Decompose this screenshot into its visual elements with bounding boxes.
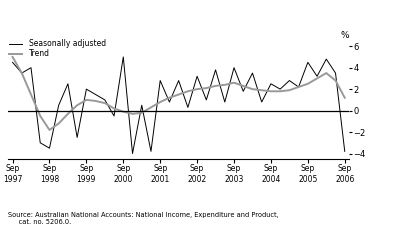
Trend: [204, 87, 209, 89]
Seasonally adjusted: [259, 101, 264, 103]
Seasonally adjusted: [75, 136, 79, 139]
Trend: [139, 111, 144, 114]
Seasonally adjusted: [158, 79, 163, 82]
Seasonally adjusted: [130, 152, 135, 155]
Trend: [342, 96, 347, 99]
Seasonally adjusted: [148, 150, 153, 153]
Seasonally adjusted: [296, 86, 301, 88]
Seasonally adjusted: [333, 72, 338, 74]
Trend: [241, 85, 246, 87]
Seasonally adjusted: [250, 72, 255, 74]
Seasonally adjusted: [102, 99, 107, 101]
Trend: [19, 72, 24, 74]
Seasonally adjusted: [287, 79, 292, 82]
Seasonally adjusted: [324, 58, 329, 60]
Trend: [324, 72, 329, 74]
Seasonally adjusted: [195, 75, 199, 78]
Trend: [10, 56, 15, 58]
Trend: [29, 93, 33, 96]
Trend: [305, 82, 310, 85]
Trend: [222, 84, 227, 86]
Seasonally adjusted: [268, 82, 273, 85]
Seasonally adjusted: [231, 66, 236, 69]
Trend: [213, 85, 218, 87]
Seasonally adjusted: [342, 150, 347, 153]
Trend: [259, 89, 264, 91]
Seasonally adjusted: [241, 90, 246, 93]
Trend: [287, 89, 292, 91]
Seasonally adjusted: [139, 104, 144, 107]
Trend: [315, 77, 320, 80]
Seasonally adjusted: [112, 115, 116, 117]
Trend: [296, 86, 301, 88]
Trend: [195, 88, 199, 91]
Trend: [93, 100, 98, 102]
Trend: [231, 81, 236, 84]
Trend: [56, 122, 61, 125]
Seasonally adjusted: [38, 141, 42, 144]
Text: %: %: [341, 31, 349, 40]
Line: Trend: Trend: [13, 57, 345, 130]
Seasonally adjusted: [29, 66, 33, 69]
Trend: [148, 106, 153, 109]
Seasonally adjusted: [204, 99, 209, 101]
Seasonally adjusted: [19, 72, 24, 74]
Seasonally adjusted: [10, 61, 15, 64]
Trend: [278, 90, 283, 93]
Seasonally adjusted: [66, 82, 70, 85]
Line: Seasonally adjusted: Seasonally adjusted: [13, 57, 345, 153]
Trend: [121, 110, 126, 113]
Trend: [130, 112, 135, 115]
Trend: [102, 102, 107, 104]
Seasonally adjusted: [278, 88, 283, 91]
Trend: [268, 90, 273, 93]
Seasonally adjusted: [213, 69, 218, 71]
Trend: [176, 93, 181, 96]
Trend: [75, 104, 79, 107]
Seasonally adjusted: [93, 93, 98, 96]
Seasonally adjusted: [84, 88, 89, 91]
Trend: [38, 115, 42, 117]
Trend: [250, 88, 255, 91]
Trend: [333, 79, 338, 82]
Legend: Seasonally adjusted, Trend: Seasonally adjusted, Trend: [8, 39, 106, 59]
Seasonally adjusted: [121, 56, 126, 58]
Trend: [185, 90, 190, 93]
Seasonally adjusted: [176, 79, 181, 82]
Text: Source: Australian National Accounts: National Income, Expenditure and Product,
: Source: Australian National Accounts: Na…: [8, 212, 279, 225]
Seasonally adjusted: [167, 101, 172, 103]
Trend: [47, 128, 52, 131]
Trend: [66, 112, 70, 115]
Seasonally adjusted: [305, 61, 310, 64]
Seasonally adjusted: [222, 101, 227, 103]
Seasonally adjusted: [315, 75, 320, 78]
Trend: [167, 96, 172, 99]
Seasonally adjusted: [185, 106, 190, 109]
Seasonally adjusted: [47, 147, 52, 150]
Trend: [84, 99, 89, 101]
Trend: [112, 107, 116, 110]
Trend: [158, 101, 163, 103]
Seasonally adjusted: [56, 104, 61, 107]
